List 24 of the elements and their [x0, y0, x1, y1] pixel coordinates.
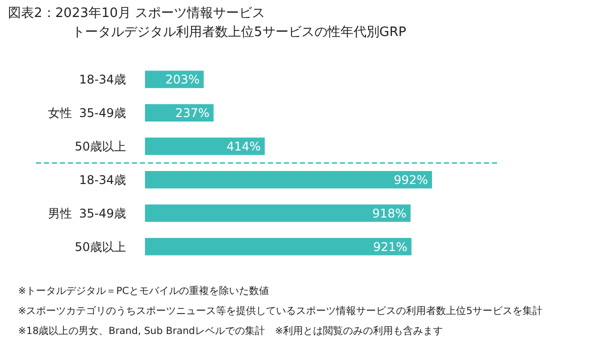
bar	[145, 104, 214, 122]
chart-title: 図表2：2023年10月 スポーツ情報サービス	[8, 6, 266, 21]
y-tick-label: 18-34歳	[79, 172, 126, 187]
y-tick-label: 50歳以上	[74, 240, 126, 254]
data-label: 992%	[394, 172, 428, 187]
data-label: 918%	[372, 206, 407, 220]
bar	[145, 138, 265, 155]
data-label: 203%	[165, 72, 200, 87]
bar	[145, 204, 411, 222]
text: 男性	[48, 206, 72, 220]
y-tick-label: 35-49歳	[79, 106, 126, 120]
y-tick-label: 50歳以上	[74, 139, 126, 154]
text: ※18歳以上の男女、Brand, Sub Brandレベルでの集計 ※利用とは閲覧のみの利用も含みます	[18, 325, 444, 337]
bar	[145, 171, 432, 188]
bar	[145, 238, 412, 256]
chart-subtitle: トータルデジタル利用者数上位5サービスの性年代別GRP	[72, 25, 406, 40]
data-label: 237%	[175, 106, 210, 120]
y-tick-label: 18-34歳	[79, 72, 126, 87]
data-label: 921%	[373, 240, 408, 254]
text: ※トータルデジタル＝PCとモバイルの重複を除いた数値	[18, 285, 269, 297]
text: 女性	[48, 106, 72, 120]
text: ※スポーツカテゴリのうちスポーツニュース等を提供しているスポーツ情報サービスの利用者数上位5サービスを集計	[18, 305, 542, 317]
y-tick-label: 35-49歳	[79, 206, 126, 220]
data-label: 414%	[226, 139, 261, 154]
